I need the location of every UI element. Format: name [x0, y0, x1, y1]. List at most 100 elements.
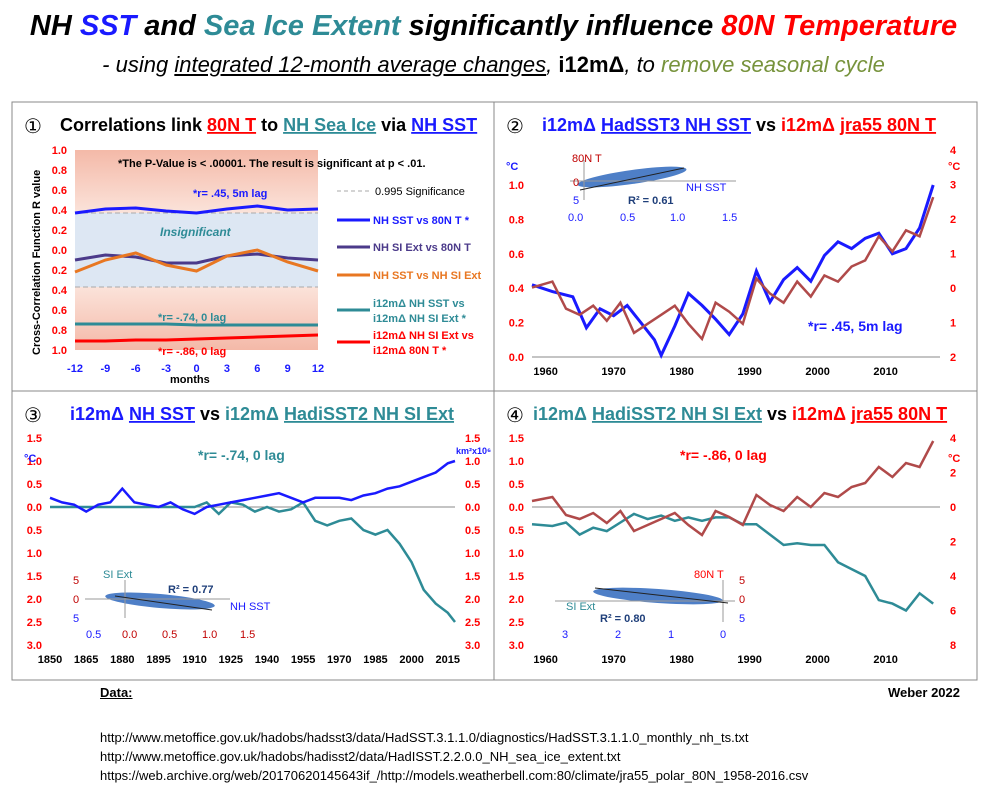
xtick-label: 1980: [669, 654, 693, 666]
source-url[interactable]: http://www.metoffice.gov.uk/hadobs/hadis…: [100, 749, 621, 764]
p3-unit-left: °C: [24, 453, 36, 465]
series-line: [49, 459, 456, 516]
xtick-label: 1925: [219, 654, 243, 666]
panel-1: ① Correlations link 80N T to NH Sea Ice …: [24, 115, 482, 386]
p3-inset: SI Ext NH SST R² = 0.77 5 0 5 0.5 0.0 0.…: [73, 569, 271, 641]
p2-inset-trend: [579, 167, 685, 191]
series-line: [531, 196, 935, 342]
p3-inset-xtick: 0.0: [122, 629, 137, 641]
xtick-label: 2015: [436, 654, 460, 666]
legend-1: NH SST vs 80N T *: [373, 215, 470, 227]
ann-r74: *r= -.74, 0 lag: [158, 312, 226, 324]
ytick-left: 1.5: [27, 433, 42, 445]
p2-inset-scatter: [577, 166, 687, 188]
xtick-label: 1990: [737, 654, 761, 666]
ytick-left: 0.5: [509, 479, 524, 491]
series-line: [74, 248, 319, 274]
legend-2: NH SI Ext vs 80N T: [373, 242, 471, 254]
p1-xtick: -12: [67, 363, 83, 375]
insignificant-zone: [75, 213, 318, 287]
p1-xtick: 3: [224, 363, 230, 375]
p1-ytick: 0.8: [52, 165, 67, 177]
p3-inset-trend: [114, 595, 213, 611]
ytick-right: 4: [950, 433, 957, 445]
ytick-left: 2.0: [27, 594, 42, 606]
ytick-left: 1.0: [509, 548, 524, 560]
p1-xtick: 6: [254, 363, 260, 375]
p4-inset-xtick: 2: [615, 629, 621, 641]
ytick-left: 0.2: [509, 318, 524, 330]
xtick-label: 2010: [873, 654, 897, 666]
panel-4-number: ④: [506, 405, 524, 427]
p1-ytick: 0.6: [52, 305, 67, 317]
p4-inset-xlabel: SI Ext: [566, 601, 595, 613]
ann-r45: *r= .45, 5m lag: [193, 188, 267, 200]
p4-unit-right: °C: [948, 453, 960, 465]
main-title: NH SST and Sea Ice Extent significantly …: [29, 10, 958, 42]
p2-inset-ytick: 5: [573, 195, 579, 207]
ytick-right: 1.5: [465, 433, 480, 445]
xtick-label: 1955: [291, 654, 315, 666]
ytick-right: 2: [950, 537, 956, 549]
ytick-left: 0.6: [509, 249, 524, 261]
p2-inset-xtick: 1.5: [722, 212, 737, 224]
p2-inset: 80N T NH SST 0 5 R² = 0.61 0.0 0.5 1.0 1…: [568, 153, 737, 224]
p1-ytick: 1.0: [52, 345, 67, 357]
ytick-right: 1: [950, 318, 956, 330]
ytick-left: 1.0: [509, 456, 524, 468]
p2-annotation: *r= .45, 5m lag: [808, 318, 903, 334]
panel-2-title: i12mΔ HadSST3 NH SST vs i12mΔ jra55 80N …: [542, 115, 936, 135]
legend-4a: i12mΔ NH SST vs: [373, 298, 465, 310]
ytick-right: 1.5: [465, 571, 480, 583]
ytick-right: 0.5: [465, 525, 480, 537]
source-url[interactable]: https://web.archive.org/web/201706201456…: [100, 768, 809, 783]
p3-unit-right: km²x10⁶: [456, 446, 491, 456]
p1-ytick: 0.2: [52, 265, 67, 277]
p1-xtick: 9: [285, 363, 291, 375]
ytick-right: 6: [950, 606, 956, 618]
ytick-left: 3.0: [27, 640, 42, 652]
data-label: Data:: [100, 685, 133, 700]
ytick-right: 1.0: [465, 548, 480, 560]
significant-zone-upper: [75, 150, 318, 213]
ytick-right: 3.0: [465, 640, 480, 652]
p3-inset-ylabel: SI Ext: [103, 569, 132, 581]
panel-4-title: i12mΔ HadiSST2 NH SI Ext vs i12mΔ jra55 …: [533, 404, 947, 424]
xtick-label: 2000: [805, 654, 829, 666]
xtick-label: 1985: [363, 654, 387, 666]
p3-inset-scatter: [105, 592, 215, 610]
p1-ylabel: Cross-Correlation Function R value: [31, 170, 43, 355]
panel-2-number: ②: [506, 116, 524, 138]
p4-inset-ytick: 5: [739, 575, 745, 587]
ytick-left: 1.5: [27, 571, 42, 583]
ytick-right: 0.0: [465, 502, 480, 514]
xtick-label: 1960: [533, 654, 557, 666]
p2-inset-xtick: 0.0: [568, 212, 583, 224]
ytick-right: 2: [950, 468, 956, 480]
p1-xlabel: months: [170, 374, 210, 386]
p1-xtick: -9: [100, 363, 110, 375]
xtick-label: 1970: [327, 654, 351, 666]
xtick-label: 2010: [873, 366, 897, 378]
p1-ytick: 0.0: [52, 245, 67, 257]
ytick-left: 1.0: [509, 180, 524, 192]
subtitle: - using integrated 12-month average chan…: [102, 52, 885, 77]
author: Weber 2022: [887, 685, 960, 700]
xtick-label: 1980: [669, 366, 693, 378]
p2-inset-ytick: 0: [573, 177, 579, 189]
xtick-label: 1865: [74, 654, 98, 666]
ytick-left: 0.5: [509, 525, 524, 537]
series-line: [531, 512, 934, 613]
p2-inset-xtick: 0.5: [620, 212, 635, 224]
p1-ytick: 0.8: [52, 325, 67, 337]
ytick-left: 2.0: [509, 594, 524, 606]
panel-4: ④ i12mΔ HadiSST2 NH SI Ext vs i12mΔ jra5…: [506, 404, 960, 666]
p2-unit-right: °C: [948, 161, 960, 173]
p4-inset-r2: R² = 0.80: [600, 613, 646, 625]
p2-inset-xlabel: NH SST: [686, 182, 727, 194]
source-url[interactable]: http://www.metoffice.gov.uk/hadobs/hadss…: [100, 730, 749, 745]
p4-inset-scatter: [593, 587, 723, 605]
p3-inset-xtick: 1.5: [240, 629, 255, 641]
ytick-left: 0.8: [509, 214, 524, 226]
